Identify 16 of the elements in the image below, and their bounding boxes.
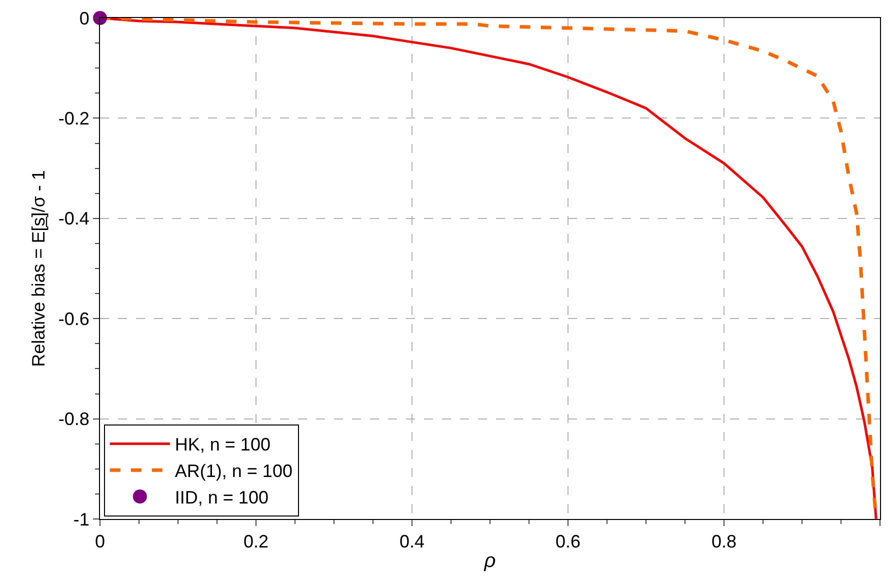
x-tick-label: 0.8 <box>711 532 737 552</box>
x-tick-label: 0.4 <box>399 532 425 552</box>
y-tick-label: 0 <box>79 8 90 28</box>
y-tick-label: -0.8 <box>58 409 90 430</box>
y-tick-label: -0.2 <box>58 108 90 128</box>
x-tick-label: 0 <box>94 532 106 552</box>
x-tick-label: 0.2 <box>243 532 269 552</box>
y-tick-label: -0.4 <box>58 208 90 229</box>
x-tick-label: 0.6 <box>555 532 581 552</box>
legend-label: HK, n = 100 <box>174 434 270 455</box>
y-tick-label: -1 <box>73 509 90 530</box>
y-tick-label: -0.6 <box>58 308 90 329</box>
y-axis-title: Relative bias = E[s̲]/σ - 1 <box>28 170 49 367</box>
x-axis-title: ρ <box>483 550 496 572</box>
legend-label: AR(1), n = 100 <box>174 461 292 482</box>
legend-label: IID, n = 100 <box>174 488 268 508</box>
